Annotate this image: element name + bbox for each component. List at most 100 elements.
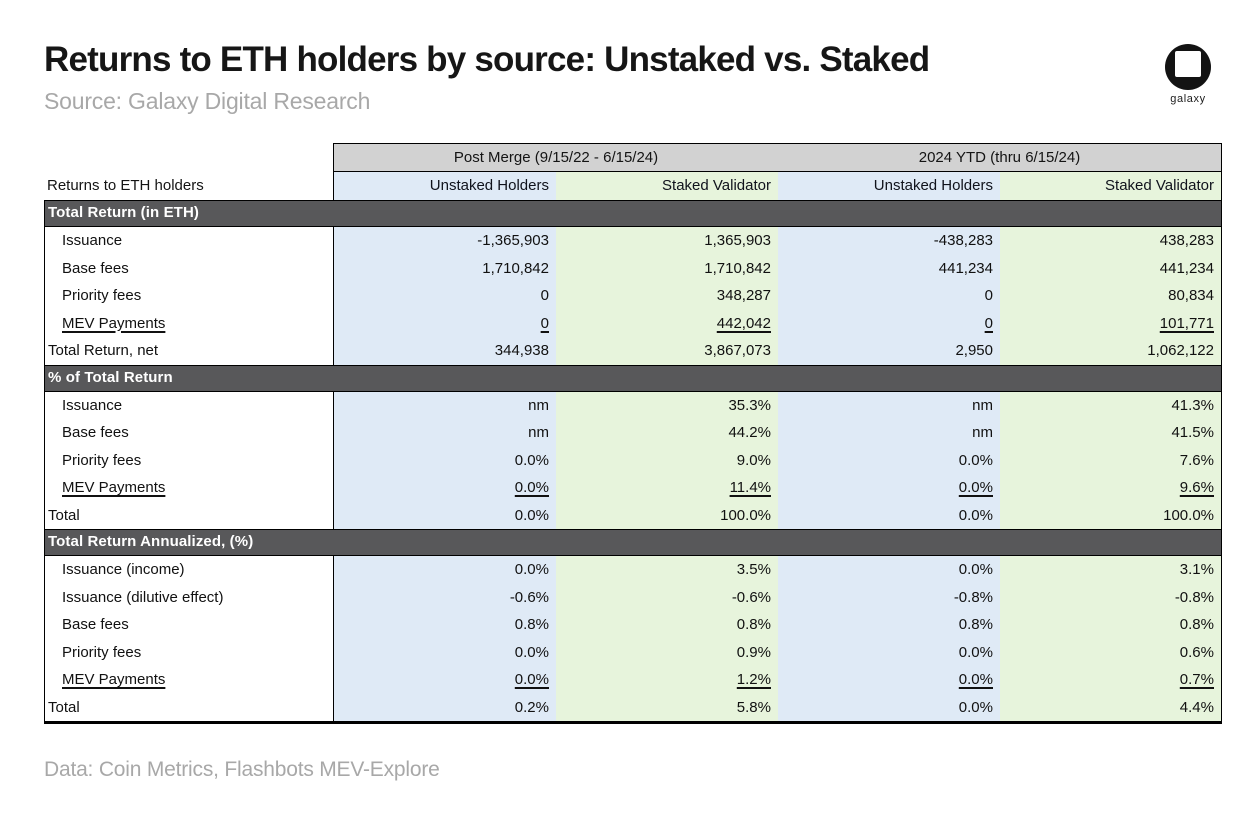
cell-value: 0.8% <box>333 611 556 639</box>
cell-value: 35.3% <box>556 391 778 419</box>
cell-value: -0.6% <box>556 583 778 611</box>
section-header: % of Total Return <box>44 364 1222 392</box>
cell-value: 0.0% <box>778 446 1000 474</box>
cell-value: 0.8% <box>778 611 1000 639</box>
section-header: Total Return (in ETH) <box>44 200 1222 227</box>
cell-value: 0.7% <box>1000 666 1222 694</box>
cell-value: 100.0% <box>556 501 778 529</box>
row-label: MEV Payments <box>44 474 333 502</box>
cell-value: 1,365,903 <box>556 227 778 255</box>
cell-value: 0.0% <box>778 556 1000 584</box>
cell-value: 1,710,842 <box>556 254 778 282</box>
group-header-2024-ytd: 2024 YTD (thru 6/15/24) <box>778 143 1222 172</box>
cell-value: 0 <box>333 282 556 310</box>
cell-value: 0 <box>333 309 556 337</box>
galaxy-logo-icon <box>1165 44 1211 90</box>
cell-value: 0.8% <box>556 611 778 639</box>
row-label: MEV Payments <box>44 666 333 694</box>
group-header-post-merge: Post Merge (9/15/22 - 6/15/24) <box>333 143 778 172</box>
cell-value: 0.0% <box>333 446 556 474</box>
cell-value: -1,365,903 <box>333 227 556 255</box>
cell-value: 0.0% <box>333 474 556 502</box>
cell-value: 442,042 <box>556 309 778 337</box>
cell-value: 438,283 <box>1000 227 1222 255</box>
cell-value: 0 <box>778 309 1000 337</box>
cell-value: 80,834 <box>1000 282 1222 310</box>
cell-value: 41.3% <box>1000 391 1222 419</box>
logo-square <box>1175 51 1201 77</box>
section-header: Total Return Annualized, (%) <box>44 529 1222 556</box>
cell-value: 0.0% <box>778 638 1000 666</box>
cell-value: nm <box>778 391 1000 419</box>
col-header-postmerge-unstaked: Unstaked Holders <box>333 172 556 200</box>
returns-table: Post Merge (9/15/22 - 6/15/24) 2024 YTD (… <box>44 143 1222 724</box>
row-label: Issuance <box>44 391 333 419</box>
cell-value: 0.9% <box>556 638 778 666</box>
cell-value: 44.2% <box>556 419 778 447</box>
cell-value: 0.8% <box>1000 611 1222 639</box>
cell-value: 348,287 <box>556 282 778 310</box>
table-corner-spacer <box>44 143 333 172</box>
cell-value: 441,234 <box>1000 254 1222 282</box>
cell-value: 9.6% <box>1000 474 1222 502</box>
logo-bar <box>1172 77 1204 82</box>
galaxy-logo: galaxy <box>1156 44 1220 105</box>
cell-value: 0.2% <box>333 693 556 721</box>
cell-value: 3,867,073 <box>556 337 778 365</box>
cell-value: 0.0% <box>778 501 1000 529</box>
cell-value: nm <box>333 391 556 419</box>
source-subtitle: Source: Galaxy Digital Research <box>44 88 371 114</box>
row-label: Issuance (income) <box>44 556 333 584</box>
cell-value: 0.0% <box>333 556 556 584</box>
cell-value: 0.0% <box>333 666 556 694</box>
cell-value: 11.4% <box>556 474 778 502</box>
galaxy-logo-text: galaxy <box>1170 93 1206 105</box>
col-header-ytd-staked: Staked Validator <box>1000 172 1222 200</box>
cell-value: 441,234 <box>778 254 1000 282</box>
cell-value: 9.0% <box>556 446 778 474</box>
col-header-postmerge-staked: Staked Validator <box>556 172 778 200</box>
cell-value: 100.0% <box>1000 501 1222 529</box>
row-label: Issuance <box>44 227 333 255</box>
row-label: Priority fees <box>44 638 333 666</box>
row-label: Total <box>44 693 333 721</box>
page-title: Returns to ETH holders by source: Unstak… <box>44 40 930 79</box>
cell-value: 0.6% <box>1000 638 1222 666</box>
cell-value: 0.0% <box>778 474 1000 502</box>
cell-value: 1.2% <box>556 666 778 694</box>
col-header-ytd-unstaked: Unstaked Holders <box>778 172 1000 200</box>
cell-value: -0.8% <box>778 583 1000 611</box>
row-label: Base fees <box>44 254 333 282</box>
cell-value: 0.0% <box>333 638 556 666</box>
cell-value: 3.1% <box>1000 556 1222 584</box>
row-header-label: Returns to ETH holders <box>47 177 204 194</box>
cell-value: 41.5% <box>1000 419 1222 447</box>
cell-value: 101,771 <box>1000 309 1222 337</box>
row-label: Base fees <box>44 611 333 639</box>
row-label: Base fees <box>44 419 333 447</box>
cell-value: 0.0% <box>333 501 556 529</box>
cell-value: 5.8% <box>556 693 778 721</box>
row-label: MEV Payments <box>44 309 333 337</box>
cell-value: 0.0% <box>778 666 1000 694</box>
cell-value: nm <box>778 419 1000 447</box>
cell-value: 4.4% <box>1000 693 1222 721</box>
row-label: Priority fees <box>44 446 333 474</box>
cell-value: 344,938 <box>333 337 556 365</box>
cell-value: 1,062,122 <box>1000 337 1222 365</box>
row-label: Total <box>44 501 333 529</box>
cell-value: 2,950 <box>778 337 1000 365</box>
cell-value: 3.5% <box>556 556 778 584</box>
cell-value: 0 <box>778 282 1000 310</box>
row-label: Priority fees <box>44 282 333 310</box>
cell-value: -438,283 <box>778 227 1000 255</box>
cell-value: 0.0% <box>778 693 1000 721</box>
cell-value: -0.8% <box>1000 583 1222 611</box>
cell-value: -0.6% <box>333 583 556 611</box>
cell-value: 7.6% <box>1000 446 1222 474</box>
row-label: Issuance (dilutive effect) <box>44 583 333 611</box>
cell-value: nm <box>333 419 556 447</box>
data-source-note: Data: Coin Metrics, Flashbots MEV-Explor… <box>44 758 440 781</box>
row-label: Total Return, net <box>44 337 333 365</box>
